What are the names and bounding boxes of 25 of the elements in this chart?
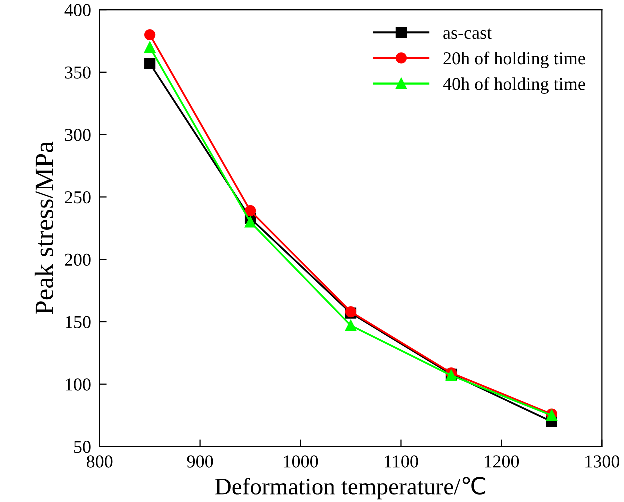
legend-label: 20h of holding time bbox=[444, 52, 586, 68]
point bbox=[144, 58, 156, 70]
y-tick-label: 400 bbox=[64, 4, 91, 16]
point bbox=[144, 29, 156, 41]
x-tick-label: 1300 bbox=[586, 456, 620, 468]
y-tick-label: 350 bbox=[65, 66, 91, 79]
x-tick-label: 1100 bbox=[385, 456, 418, 468]
y-tick-label: 50 bbox=[74, 441, 91, 454]
x-tick-label: 1000 bbox=[284, 456, 318, 468]
point bbox=[244, 205, 256, 216]
point bbox=[244, 216, 256, 228]
legend-label: 40h of holding time bbox=[443, 77, 586, 94]
y-tick-label: 250 bbox=[65, 191, 91, 204]
point bbox=[345, 320, 357, 332]
x-axis-title: Deformation temperature/℃ bbox=[216, 477, 486, 500]
y-tick-label: 300 bbox=[65, 129, 91, 142]
y-tick-label: 200 bbox=[65, 254, 91, 266]
y-axis-title: Peak stress/MPa bbox=[34, 142, 54, 315]
point bbox=[144, 42, 156, 54]
legend-label: as-cast bbox=[444, 28, 492, 40]
x-tick-label: 900 bbox=[187, 456, 214, 468]
x-tick-label: 1200 bbox=[485, 456, 520, 468]
y-tick-label: 150 bbox=[66, 316, 91, 328]
y-tick-label: 100 bbox=[66, 378, 91, 391]
x-tick-label: 800 bbox=[86, 456, 113, 468]
